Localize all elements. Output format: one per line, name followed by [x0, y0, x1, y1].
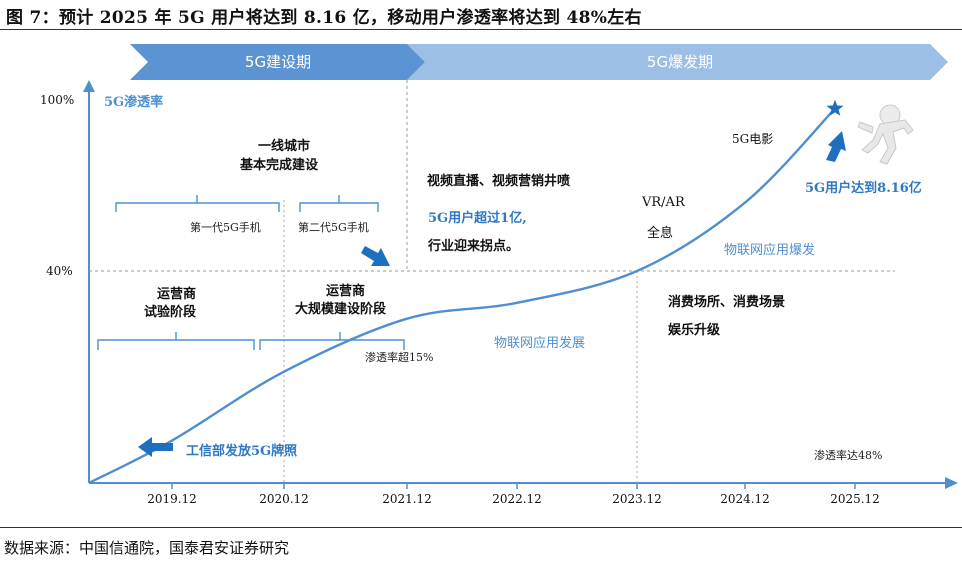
license-label: 工信部发放5G牌照	[186, 444, 298, 459]
inflection-arrow-icon	[361, 246, 390, 266]
consumption-label: 消费场所、消费场景	[668, 295, 786, 310]
tier1-city-line2: 基本完成建设	[240, 158, 319, 173]
video-boom-label: 视频直播、视频营销井喷	[427, 174, 571, 189]
x-tick-label: 2024.12	[720, 492, 770, 506]
end-star-marker	[826, 99, 844, 116]
source-note: 数据来源：中国信通院，国泰君安证券研究	[4, 539, 290, 557]
bracket-trial	[97, 332, 255, 350]
gen1-phone-label: 第一代5G手机	[190, 221, 261, 234]
gen2-phone-label: 第二代5G手机	[298, 221, 369, 234]
users-100m-line2: 行业迎来拐点。	[428, 239, 520, 254]
carrier-large-line1: 运营商	[326, 284, 366, 299]
carrier-trial-line2: 试验阶段	[144, 305, 197, 320]
y-tick-100: 100%	[40, 93, 74, 107]
source-rule	[0, 527, 962, 528]
x-tick-label: 2020.12	[259, 492, 309, 506]
penetration-48-label: 渗透率达48%	[814, 449, 883, 462]
iot-development-label: 物联网应用发展	[494, 336, 586, 351]
phase-build-banner	[130, 44, 425, 80]
users-816m-label: 5G用户达到8.16亿	[805, 181, 922, 196]
figure-title: 图 7：预计 2025 年 5G 用户将达到 8.16 亿，移动用户渗透率将达到…	[6, 8, 642, 28]
carrier-trial-line1: 运营商	[157, 287, 197, 302]
y-tick-40: 40%	[46, 264, 73, 278]
x-tick-label: 2021.12	[382, 492, 432, 506]
running-figure-icon	[857, 104, 914, 165]
y-axis-arrow	[83, 80, 95, 92]
license-arrow-icon	[138, 437, 173, 457]
users-100m-line1: 5G用户超过1亿,	[428, 211, 527, 226]
phase-boom-label: 5G爆发期	[647, 53, 713, 71]
penetration-15-label: 渗透率超15%	[365, 351, 434, 364]
phase-boom-banner	[407, 44, 948, 80]
iot-boom-label: 物联网应用爆发	[724, 243, 816, 258]
vr-ar-label: VR/AR	[642, 195, 685, 210]
bracket-gen2	[299, 195, 379, 212]
title-rule	[0, 29, 962, 30]
bracket-large-build	[259, 332, 405, 350]
bracket-gen1	[115, 195, 280, 212]
x-tick-label: 2019.12	[147, 492, 197, 506]
entertainment-label: 娱乐升级	[668, 323, 721, 338]
penetration-curve	[88, 107, 836, 485]
y-axis-label: 5G渗透率	[104, 94, 163, 110]
carrier-large-line2: 大规模建设阶段	[295, 302, 387, 317]
x-tick-label: 2022.12	[492, 492, 542, 506]
hologram-label: 全息	[647, 226, 674, 241]
x-tick-label: 2023.12	[612, 492, 662, 506]
x-tick-label: 2025.12	[830, 492, 880, 506]
x-axis-arrow	[945, 477, 958, 489]
x-ticks: 2019.12 2020.12 2021.12 2022.12 2023.12 2024.…	[147, 483, 880, 506]
phase-build-label: 5G建设期	[245, 53, 311, 71]
movie-label: 5G电影	[732, 132, 774, 146]
users-up-arrow-icon	[826, 131, 846, 162]
tier1-city-line1: 一线城市	[258, 139, 311, 154]
